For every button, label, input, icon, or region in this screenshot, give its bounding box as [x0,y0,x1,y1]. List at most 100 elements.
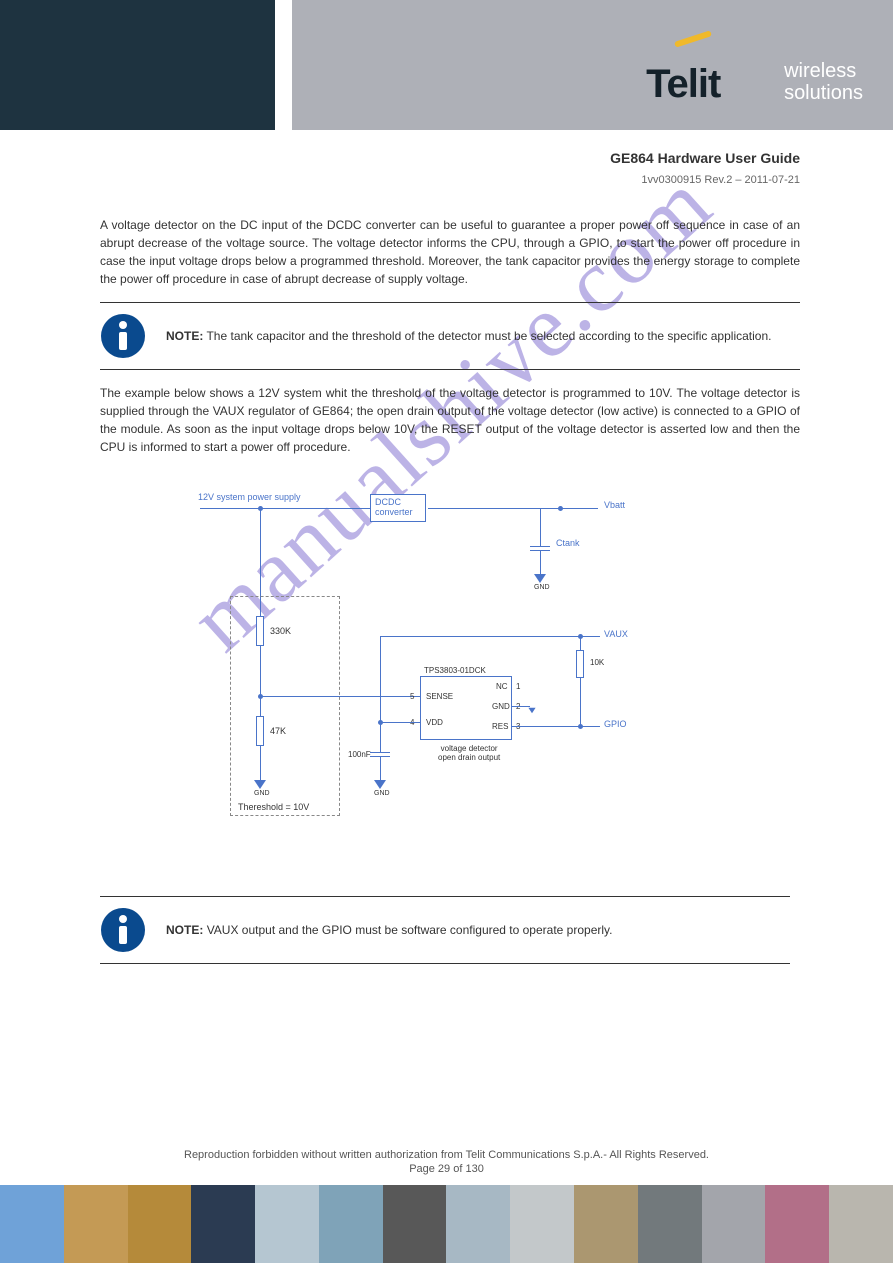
footer-thumb [510,1185,574,1263]
ground-icon [528,708,535,713]
resistor-r3 [576,650,584,678]
note-1-body: The tank capacitor and the threshold of … [206,329,771,343]
info-icon [100,907,146,953]
note-1-text: NOTE: The tank capacitor and the thresho… [166,328,771,345]
document-id: 1vv0300915 Rev.2 – 2011-07-21 [100,174,800,186]
note-1-label: NOTE: [166,329,203,343]
label-r3: 10K [590,658,604,667]
node [258,506,263,511]
footer-thumb [702,1185,766,1263]
label-gnd: GND [534,584,550,591]
footer-meta: Reproduction forbidden without written a… [0,1149,893,1175]
label-threshold: Thereshold = 10V [238,802,309,812]
tagline-line-2: solutions [784,82,863,104]
footer-thumb [446,1185,510,1263]
document-title: GE864 Hardware User Guide [610,150,800,166]
footer-thumbnail-strip [0,1185,893,1263]
footer-thumb [574,1185,638,1263]
label-ctank: Ctank [556,538,580,548]
footer-thumb [0,1185,64,1263]
logo-wordmark: Telit [646,62,720,107]
resistor-r2 [256,716,264,746]
wire [260,646,261,696]
label-c1: 100nF [348,750,371,759]
label-gpio: GPIO [604,719,627,729]
paragraph-1: A voltage detector on the DC input of th… [100,216,800,288]
footer-thumb [638,1185,702,1263]
pin-gnd-label: GND [492,702,510,711]
ground-icon [254,780,266,789]
ground-icon [534,574,546,583]
footer-thumb [319,1185,383,1263]
footer-thumb [128,1185,192,1263]
wire [512,726,600,727]
wire [260,746,261,780]
label-vbatt: Vbatt [604,500,625,510]
page-footer: Reproduction forbidden without written a… [0,1149,893,1263]
wire [260,696,420,697]
label-chip-desc: voltage detector open drain output [438,744,500,762]
circuit-diagram: 12V system power supply DCDC converter V… [100,476,800,876]
cap-plate [370,752,390,753]
wire [260,696,261,716]
label-supply: 12V system power supply [198,492,301,502]
label-gnd: GND [374,790,390,797]
wire [580,678,581,726]
wire [540,508,541,546]
note-2-body: VAUX output and the GPIO must be softwar… [207,923,613,937]
footer-thumb [191,1185,255,1263]
label-r1: 330K [270,626,291,636]
wire [380,636,580,637]
footer-thumb [64,1185,128,1263]
node [378,720,383,725]
brand-logo-area: Telit wireless solutions [646,36,863,108]
pin-nc: NC [496,682,508,691]
node [558,506,563,511]
footer-rights: Reproduction forbidden without written a… [0,1149,893,1161]
footer-thumb [255,1185,319,1263]
note-2-label: NOTE: [166,923,203,937]
brand-mark: Telit [646,36,766,108]
wire [580,636,581,650]
wire [260,604,261,616]
note-box-1: NOTE: The tank capacitor and the thresho… [100,302,800,370]
footer-thumb [829,1185,893,1263]
wire [512,706,530,707]
header-right-block: Telit wireless solutions [292,0,893,130]
footer-page-number: Page 29 of 130 [0,1163,893,1175]
header-left-block [0,0,275,130]
note-2-text: NOTE: VAUX output and the GPIO must be s… [166,922,612,939]
wire [380,722,420,723]
wire [260,508,261,604]
footer-thumb [383,1185,447,1263]
brand-tagline: wireless solutions [784,60,863,104]
node [578,724,583,729]
wire [428,508,598,509]
pin-vdd: VDD [426,718,443,727]
wire [380,756,381,780]
pin-num-1: 1 [516,682,520,691]
paragraph-2: The example below shows a 12V system whi… [100,384,800,456]
ground-icon [374,780,386,789]
wire [580,636,600,637]
wire [200,508,370,509]
pin-res: RES [492,722,508,731]
info-icon [100,313,146,359]
tagline-line-1: wireless [784,60,863,82]
wire [380,636,381,722]
footer-thumb [765,1185,829,1263]
label-gnd: GND [254,790,270,797]
resistor-r1 [256,616,264,646]
document-body: GE864 Hardware User Guide 1vv0300915 Rev… [100,150,800,978]
page-header: Telit wireless solutions [0,0,893,130]
label-r2: 47K [270,726,286,736]
note-box-2: NOTE: VAUX output and the GPIO must be s… [100,896,790,964]
pin-num-5: 5 [410,692,414,701]
logo-accent-stroke [674,30,712,47]
cap-plate [530,546,550,547]
label-chip: TPS3803-01DCK [424,666,486,675]
pin-sense: SENSE [426,692,453,701]
label-vaux: VAUX [604,629,628,639]
wire [380,722,381,752]
wire [540,550,541,574]
